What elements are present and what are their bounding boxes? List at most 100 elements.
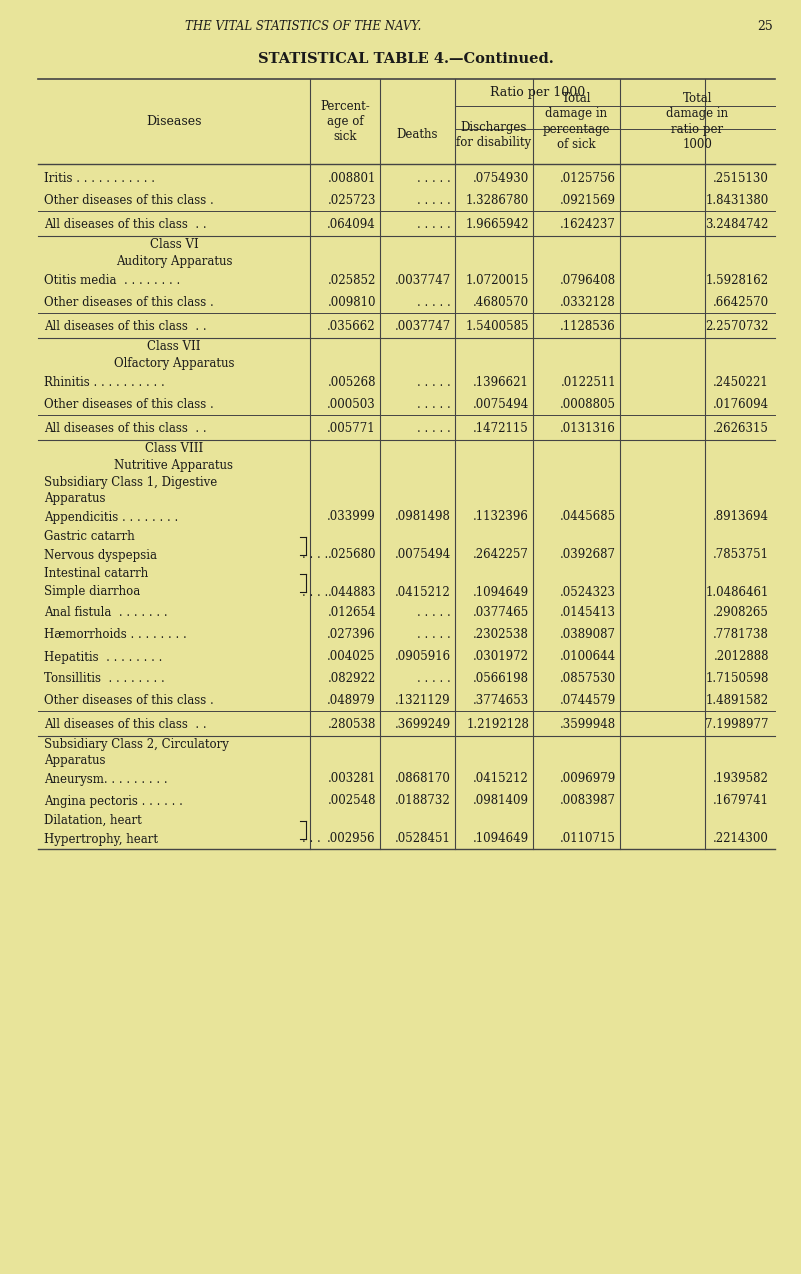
Text: .2214300: .2214300 [713, 832, 769, 846]
Text: .0037747: .0037747 [395, 274, 451, 288]
Text: 3.2484742: 3.2484742 [706, 218, 769, 231]
Text: .2626315: .2626315 [713, 422, 769, 434]
Text: .1321129: .1321129 [396, 694, 451, 707]
Text: .0083987: .0083987 [560, 795, 616, 808]
Text: Subsidiary Class 1, Digestive: Subsidiary Class 1, Digestive [44, 476, 217, 489]
Text: .025852: .025852 [328, 274, 376, 288]
Text: Appendicitis . . . . . . . .: Appendicitis . . . . . . . . [44, 511, 179, 524]
Text: Other diseases of this class .: Other diseases of this class . [44, 297, 214, 310]
Text: Iritis . . . . . . . . . . .: Iritis . . . . . . . . . . . [44, 172, 155, 186]
Text: .7781738: .7781738 [713, 628, 769, 642]
Text: .0905916: .0905916 [395, 651, 451, 664]
Text: .0415212: .0415212 [473, 772, 529, 786]
Text: . . .: . . . [302, 832, 320, 846]
Text: .012654: .012654 [328, 606, 376, 619]
Text: .1472115: .1472115 [473, 422, 529, 434]
Text: . . . . .: . . . . . [417, 377, 451, 390]
Text: .1128536: .1128536 [560, 320, 616, 333]
Text: .025680: .025680 [328, 549, 376, 562]
Text: .2515130: .2515130 [713, 172, 769, 186]
Text: Nutritive Apparatus: Nutritive Apparatus [115, 459, 234, 471]
Text: 1.0720015: 1.0720015 [465, 274, 529, 288]
Text: Olfactory Apparatus: Olfactory Apparatus [114, 357, 234, 369]
Text: . . . . .: . . . . . [417, 399, 451, 412]
Text: .0332128: .0332128 [560, 297, 616, 310]
Text: .0528451: .0528451 [395, 832, 451, 846]
Text: . . . . .: . . . . . [417, 628, 451, 642]
Text: .1396621: .1396621 [473, 377, 529, 390]
Text: Simple diarrhoa: Simple diarrhoa [44, 586, 140, 599]
Text: Tonsillitis  . . . . . . . .: Tonsillitis . . . . . . . . [44, 673, 165, 685]
Text: .0176094: .0176094 [713, 399, 769, 412]
Text: .2642257: .2642257 [473, 549, 529, 562]
Text: .0131316: .0131316 [560, 422, 616, 434]
Text: Deaths: Deaths [396, 129, 438, 141]
Text: .035662: .035662 [328, 320, 376, 333]
Text: .0125756: .0125756 [560, 172, 616, 186]
Text: Class VI: Class VI [150, 238, 199, 251]
Text: .1624237: .1624237 [560, 218, 616, 231]
Text: 1.9665942: 1.9665942 [465, 218, 529, 231]
Text: .2908265: .2908265 [713, 606, 769, 619]
Text: .0096979: .0096979 [560, 772, 616, 786]
Text: .008801: .008801 [328, 172, 376, 186]
Text: Class VIII: Class VIII [145, 442, 203, 455]
Text: 1.2192128: 1.2192128 [466, 717, 529, 730]
Text: 25: 25 [757, 19, 773, 33]
Text: .005771: .005771 [328, 422, 376, 434]
Text: .003281: .003281 [328, 772, 376, 786]
Text: .3699249: .3699249 [395, 717, 451, 730]
Text: .0389087: .0389087 [560, 628, 616, 642]
Text: . . . . .: . . . . . [417, 218, 451, 231]
Text: THE VITAL STATISTICS OF THE NAVY.: THE VITAL STATISTICS OF THE NAVY. [185, 19, 421, 33]
Text: 1.5928162: 1.5928162 [706, 274, 769, 288]
Text: Otitis media  . . . . . . . .: Otitis media . . . . . . . . [44, 274, 180, 288]
Text: .0754930: .0754930 [473, 172, 529, 186]
Text: Intestinal catarrh: Intestinal catarrh [44, 567, 148, 580]
Text: Hepatitis  . . . . . . . .: Hepatitis . . . . . . . . [44, 651, 163, 664]
Text: . . . .: . . . . [302, 549, 328, 562]
Text: .0744579: .0744579 [560, 694, 616, 707]
Text: . . . .: . . . . [302, 586, 328, 599]
Text: Apparatus: Apparatus [44, 492, 106, 505]
Text: .044883: .044883 [328, 586, 376, 599]
Text: .280538: .280538 [328, 717, 376, 730]
Text: . . . . .: . . . . . [417, 195, 451, 208]
Text: 2.2570732: 2.2570732 [706, 320, 769, 333]
Text: .1939582: .1939582 [713, 772, 769, 786]
Text: Nervous dyspepsia: Nervous dyspepsia [44, 549, 157, 562]
Text: .0857530: .0857530 [560, 673, 616, 685]
Text: .002548: .002548 [328, 795, 376, 808]
Text: .0008805: .0008805 [560, 399, 616, 412]
Text: .025723: .025723 [328, 195, 376, 208]
Text: .064094: .064094 [328, 218, 376, 231]
Text: STATISTICAL TABLE 4.—Continued.: STATISTICAL TABLE 4.—Continued. [258, 52, 553, 66]
Text: .0981498: .0981498 [395, 511, 451, 524]
Text: .2012888: .2012888 [714, 651, 769, 664]
Text: .082922: .082922 [328, 673, 376, 685]
Text: 7.1998977: 7.1998977 [706, 717, 769, 730]
Text: . . . . .: . . . . . [417, 297, 451, 310]
Text: .0921569: .0921569 [560, 195, 616, 208]
Text: Apparatus: Apparatus [44, 754, 106, 767]
Text: 1.3286780: 1.3286780 [465, 195, 529, 208]
Text: .0524323: .0524323 [560, 586, 616, 599]
Text: .3774653: .3774653 [473, 694, 529, 707]
Text: .0075494: .0075494 [395, 549, 451, 562]
Text: .0392687: .0392687 [560, 549, 616, 562]
Text: Aneurysm. . . . . . . . .: Aneurysm. . . . . . . . . [44, 772, 167, 786]
Text: .005268: .005268 [328, 377, 376, 390]
Text: .7853751: .7853751 [713, 549, 769, 562]
Text: .002956: .002956 [328, 832, 376, 846]
Text: .1132396: .1132396 [473, 511, 529, 524]
Text: Gastric catarrh: Gastric catarrh [44, 530, 135, 543]
Text: . . . . .: . . . . . [417, 422, 451, 434]
Text: .033999: .033999 [328, 511, 376, 524]
Text: All diseases of this class  . .: All diseases of this class . . [44, 717, 207, 730]
Text: .0981409: .0981409 [473, 795, 529, 808]
Text: .004025: .004025 [328, 651, 376, 664]
Text: .0796408: .0796408 [560, 274, 616, 288]
Text: .0566198: .0566198 [473, 673, 529, 685]
Text: .0415212: .0415212 [395, 586, 451, 599]
Text: .0868170: .0868170 [395, 772, 451, 786]
